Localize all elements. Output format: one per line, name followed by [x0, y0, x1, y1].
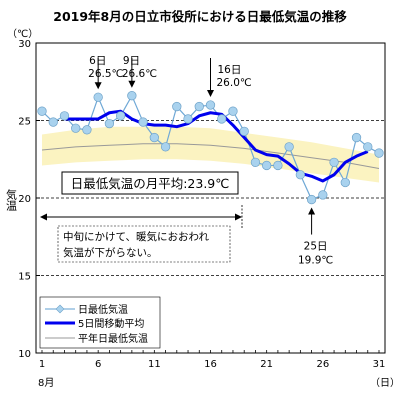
- chart-title: 2019年8月の日立市役所における日最低気温の推移: [53, 9, 347, 24]
- daily-point: [351, 132, 362, 143]
- x-tick-label-31: 31: [373, 359, 386, 370]
- annotation-6-arrow-head: [94, 82, 102, 90]
- annotation-16-value: 26.0℃: [217, 77, 252, 89]
- annotation-25-value: 19.9℃: [298, 255, 333, 267]
- x-axis-title: 8月: [38, 377, 54, 389]
- daily-point: [250, 157, 261, 168]
- daily-point: [37, 106, 47, 116]
- moving-average-line: [64, 109, 369, 183]
- daily-point: [194, 101, 204, 112]
- annotation-25-arrow-head: [308, 207, 316, 215]
- x-tick-label-6: 6: [95, 359, 101, 370]
- x-unit-label: （日）: [370, 377, 400, 389]
- note-line-1: 中旬にかけて、暖気におおわれ: [63, 230, 209, 243]
- annotation-16-label: 16日: [218, 64, 242, 76]
- daily-point: [239, 126, 249, 137]
- daily-point: [59, 111, 70, 121]
- daily-point: [160, 142, 171, 152]
- annotation-6-value: 26.5℃: [88, 68, 123, 80]
- note-line-2: 気温が下がらない。: [63, 246, 158, 259]
- daily-point: [183, 114, 193, 124]
- daily-point: [71, 123, 81, 133]
- x-tick-label-1: 1: [39, 359, 45, 370]
- annotation-25-label: 25日: [304, 241, 328, 253]
- daily-point: [262, 160, 272, 171]
- legend-label-moving-avg: 5日間移動平均: [78, 317, 144, 330]
- x-tick-label-21: 21: [260, 359, 273, 370]
- x-tick-label-16: 16: [204, 359, 217, 370]
- y-tick-label-20: 20: [18, 194, 31, 205]
- mean-box: 日最低気温の月平均:23.9℃: [61, 171, 239, 195]
- daily-point: [115, 111, 126, 121]
- y-tick-label-10: 10: [18, 349, 31, 360]
- y-tick-label-15: 15: [18, 272, 31, 283]
- daily-point: [228, 106, 238, 116]
- mean-label: 日最低気温の月平均:23.9℃: [71, 176, 230, 191]
- note-arrow-right-head: [235, 213, 242, 221]
- y-tick-label-25: 25: [18, 117, 31, 128]
- legend-marker-daily: [55, 304, 65, 314]
- annotation-9-arrow-head: [128, 80, 136, 88]
- daily-point: [295, 170, 306, 180]
- daily-point: [104, 118, 115, 129]
- normal-line: [41, 143, 380, 170]
- daily-point: [340, 177, 350, 188]
- note-box: 中旬にかけて、暖気におおわれ 気温が下がらない。: [57, 225, 231, 263]
- note-arrows: [40, 205, 243, 229]
- daily-point: [172, 101, 182, 112]
- daily-point: [273, 160, 283, 171]
- daily-point: [138, 117, 148, 127]
- daily-point: [374, 148, 384, 158]
- x-tick-label-11: 11: [148, 359, 161, 370]
- annotation-16-arrow-head: [207, 90, 214, 97]
- grid-layer: [36, 120, 385, 276]
- daily-point: [48, 117, 58, 127]
- series-layer: [37, 91, 384, 205]
- daily-point: [149, 132, 159, 143]
- annotation-9-value: 26.6℃: [122, 68, 157, 80]
- daily-point: [363, 142, 373, 152]
- daily-point: [127, 91, 137, 101]
- daily-point: [93, 92, 103, 102]
- y-tick-label-30: 30: [18, 39, 31, 50]
- daily-point: [306, 194, 317, 205]
- daily-point: [284, 142, 294, 152]
- daily-point: [318, 190, 328, 200]
- legend-label-daily: 日最低気温: [78, 303, 128, 316]
- y-axis-title: 気温: [5, 188, 18, 211]
- y-unit-label: （℃）: [7, 28, 38, 40]
- legend-label-normal: 平年日最低気温: [78, 332, 148, 345]
- daily-point: [217, 114, 227, 124]
- note-arrow-left-head: [40, 213, 47, 221]
- daily-point: [82, 125, 92, 135]
- x-tick-label-26: 26: [316, 359, 329, 370]
- daily-point: [205, 100, 216, 110]
- legend: 日最低気温 5日間移動平均 平年日最低気温: [39, 296, 161, 349]
- daily-point: [329, 157, 339, 168]
